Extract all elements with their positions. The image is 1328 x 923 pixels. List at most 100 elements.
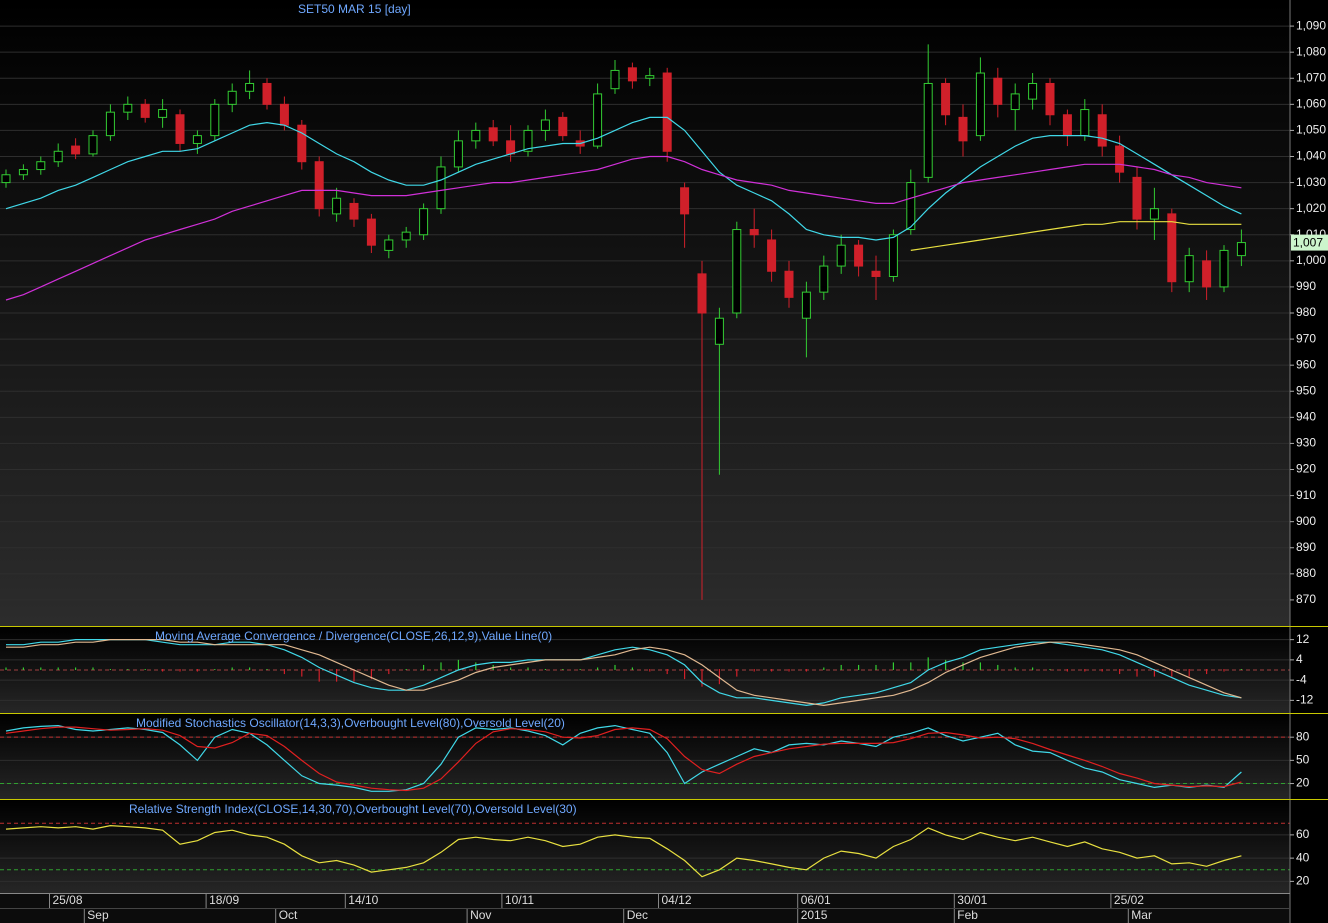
y-tick-label: 950 xyxy=(1296,383,1316,397)
histogram-bar xyxy=(266,669,268,670)
histogram-bar xyxy=(127,669,129,670)
y-tick-label: 50 xyxy=(1296,753,1310,767)
rsi-panel xyxy=(0,800,1290,893)
month-label: Feb xyxy=(957,908,978,922)
histogram-bar xyxy=(388,669,390,675)
histogram-bar xyxy=(614,664,616,670)
histogram-bar xyxy=(92,667,94,670)
candle-body xyxy=(732,229,742,314)
candle-body xyxy=(1149,208,1159,220)
candle-body xyxy=(314,161,324,210)
candle-body xyxy=(140,103,150,118)
y-tick-label: 910 xyxy=(1296,488,1316,502)
candle-body xyxy=(523,129,533,152)
histogram-bar xyxy=(353,669,355,682)
candle-body xyxy=(158,109,168,118)
histogram-bar xyxy=(5,667,7,670)
histogram-bar xyxy=(40,667,42,670)
histogram-bar xyxy=(805,669,807,672)
histogram-bar xyxy=(179,669,181,672)
panel-title: Relative Strength Index(CLOSE,14,30,70),… xyxy=(129,802,577,816)
y-tick-label: 930 xyxy=(1296,436,1316,450)
y-tick-label: 1,000 xyxy=(1296,253,1326,267)
histogram-bar xyxy=(597,667,599,670)
histogram-bar xyxy=(249,667,251,670)
candle-body xyxy=(332,197,342,215)
histogram-bar xyxy=(1136,669,1138,677)
histogram-bar xyxy=(75,667,77,670)
histogram-bar xyxy=(1188,669,1190,677)
histogram-bar xyxy=(962,662,964,670)
candle-body xyxy=(1028,82,1038,100)
y-tick-label: 960 xyxy=(1296,357,1316,371)
candle-body xyxy=(1097,114,1107,147)
candle-body xyxy=(401,231,411,241)
candle-body xyxy=(645,75,655,79)
histogram-bar xyxy=(231,667,233,670)
candle-body xyxy=(245,82,255,92)
histogram-bar xyxy=(579,669,581,670)
last-price-tag xyxy=(1291,234,1328,251)
histogram-bar xyxy=(910,662,912,670)
histogram-bar xyxy=(1206,669,1208,675)
histogram-bar xyxy=(1119,669,1121,675)
candle-body xyxy=(262,82,272,105)
candle-body xyxy=(1,174,11,184)
histogram-bar xyxy=(858,664,860,670)
histogram-bar xyxy=(57,667,59,670)
y-tick-label: 1,070 xyxy=(1296,70,1326,84)
histogram-bar xyxy=(527,667,529,670)
plot-area xyxy=(0,25,1290,882)
candle-body xyxy=(819,265,829,293)
y-tick-label: 1,060 xyxy=(1296,97,1326,111)
candle-body xyxy=(105,111,115,137)
y-tick-label: 12 xyxy=(1296,632,1310,646)
x-tick-label: 25/08 xyxy=(53,893,83,907)
chart-title: SET50 MAR 15 [day] xyxy=(298,2,411,16)
histogram-bar xyxy=(214,669,216,670)
histogram-bar xyxy=(196,669,198,672)
candle-body xyxy=(506,140,516,155)
candle-body xyxy=(1062,114,1072,137)
candle-body xyxy=(488,127,498,142)
histogram-bar xyxy=(22,667,24,670)
histogram-bar xyxy=(753,669,755,672)
candle-body xyxy=(227,90,237,105)
candle-body xyxy=(1132,176,1142,220)
histogram-bar xyxy=(892,662,894,670)
candle-body xyxy=(53,150,63,163)
histogram-bar xyxy=(423,664,425,670)
y-tick-label: 870 xyxy=(1296,592,1316,606)
panel-title: Modified Stochastics Oscillator(14,3,3),… xyxy=(136,716,565,730)
candle-body xyxy=(680,187,690,215)
series-line xyxy=(5,155,1242,301)
histogram-bar xyxy=(1014,667,1016,670)
candle-body xyxy=(123,103,133,113)
y-tick-label: 20 xyxy=(1296,874,1310,888)
candle-body xyxy=(1184,255,1194,283)
candle-body xyxy=(349,202,359,220)
candle-body xyxy=(714,317,724,345)
histogram-bar xyxy=(544,669,546,670)
candle-body xyxy=(175,114,185,144)
candle-body xyxy=(36,161,46,171)
series-line xyxy=(5,824,1242,878)
histogram-bar xyxy=(510,667,512,670)
series-line xyxy=(5,724,1242,792)
candle-body xyxy=(1115,145,1125,173)
y-tick-label: 1,090 xyxy=(1296,18,1326,32)
candle-body xyxy=(941,82,951,116)
candle-body xyxy=(471,129,481,142)
candle-body xyxy=(871,270,881,277)
candle-body xyxy=(749,229,759,236)
histogram-bar xyxy=(649,669,651,672)
histogram-bar xyxy=(927,657,929,670)
y-tick-label: 1,080 xyxy=(1296,44,1326,58)
x-tick-label: 18/09 xyxy=(209,893,239,907)
series-line xyxy=(5,726,1242,792)
panel-title: Moving Average Convergence / Divergence(… xyxy=(155,629,552,643)
y-tick-label: 1,020 xyxy=(1296,201,1326,215)
month-label: Dec xyxy=(627,908,648,922)
histogram-bar xyxy=(562,669,564,670)
y-tick-label: 990 xyxy=(1296,279,1316,293)
